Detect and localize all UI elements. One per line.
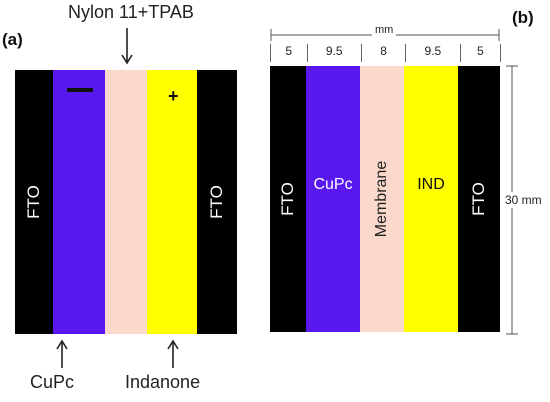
- cupc-layer-b: CuPc: [306, 66, 360, 332]
- fto-right-text-a: FTO: [207, 185, 226, 219]
- panel-a-layer-stack: FTO + FTO: [15, 70, 237, 334]
- ind-layer-b: IND: [404, 66, 458, 332]
- segment-width-label: 9.5: [406, 44, 461, 62]
- arrow-up-icon: [56, 339, 68, 368]
- arrow-down-icon: [121, 28, 133, 65]
- indanone-layer-a: +: [147, 70, 197, 334]
- segment-width-labels: 5 9.5 8 9.5 5: [270, 44, 502, 62]
- panel-a-label: (a): [2, 30, 23, 49]
- positive-sign: +: [168, 86, 179, 106]
- nylon-callout: Nylon 11+TPAB: [68, 2, 194, 22]
- fto-right-text-b: FTO: [469, 182, 488, 216]
- indanone-callout: Indanone: [125, 372, 201, 392]
- negative-sign: [67, 88, 93, 92]
- height-label: 30 mm: [505, 192, 542, 208]
- membrane-layer-a: [105, 70, 147, 334]
- ind-text-b: IND: [417, 176, 445, 193]
- fto-left-layer-a: FTO: [15, 70, 53, 334]
- membrane-layer-b: Membrane: [360, 66, 404, 332]
- fto-left-layer-b: FTO: [270, 66, 306, 332]
- fto-left-text-b: FTO: [278, 182, 297, 216]
- fto-left-text-a: FTO: [24, 185, 43, 219]
- panel-b-layer-stack: FTO CuPc Membrane IND FTO: [270, 66, 500, 332]
- fto-right-layer-a: FTO: [197, 70, 237, 334]
- cupc-callout: CuPc: [30, 372, 75, 392]
- segment-width-label: 5: [461, 44, 502, 62]
- arrow-up-icon: [167, 339, 179, 368]
- membrane-text-b: Membrane: [373, 160, 390, 238]
- segment-width-label: 5: [271, 44, 308, 62]
- fto-right-layer-b: FTO: [458, 66, 500, 332]
- unit-label: mm: [372, 24, 397, 36]
- panel-b-label: (b): [512, 8, 534, 27]
- segment-width-label: 8: [362, 44, 407, 62]
- cupc-layer-a: [53, 70, 105, 334]
- segment-width-label: 9.5: [308, 44, 362, 62]
- cupc-text-b: CuPc: [313, 176, 353, 193]
